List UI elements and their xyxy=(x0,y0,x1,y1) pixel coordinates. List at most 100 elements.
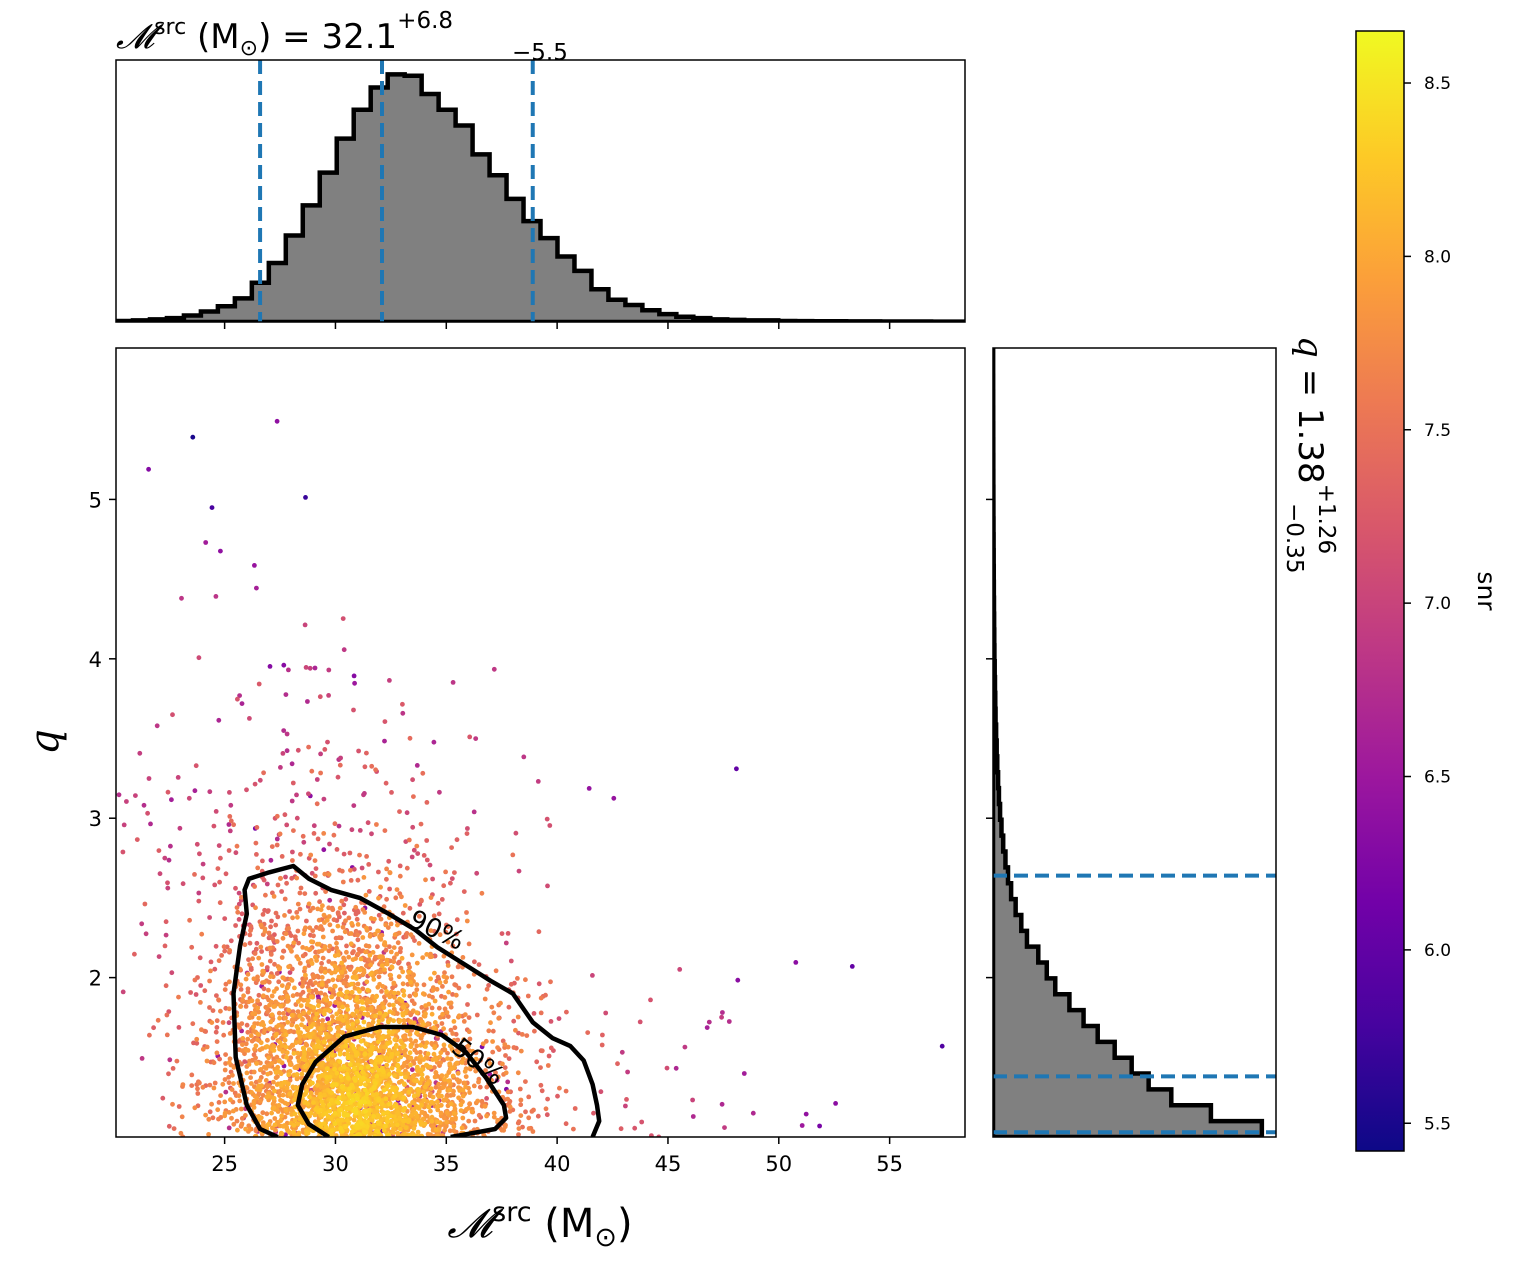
scatter-point xyxy=(374,1073,380,1079)
scatter-point xyxy=(508,958,514,964)
scatter-point xyxy=(194,1040,200,1046)
scatter-point xyxy=(321,1039,327,1045)
scatter-point xyxy=(197,1080,202,1086)
scatter-point xyxy=(213,809,219,814)
scatter-point xyxy=(523,977,528,983)
scatter-point xyxy=(278,1003,284,1009)
scatter-point xyxy=(336,935,342,941)
scatter-point xyxy=(396,930,402,936)
scatter-point xyxy=(321,847,327,853)
scatter-point xyxy=(264,965,270,970)
scatter-point xyxy=(360,1000,365,1005)
scatter-point xyxy=(412,1119,418,1125)
scatter-point xyxy=(347,967,353,972)
scatter-point xyxy=(442,970,447,976)
scatter-point xyxy=(414,982,420,987)
scatter-point xyxy=(319,1022,325,1028)
scatter-point xyxy=(372,916,377,922)
scatter-point xyxy=(448,1004,454,1010)
scatter-point xyxy=(166,857,172,863)
scatter-point xyxy=(334,940,339,946)
scatter-point xyxy=(319,961,324,966)
scatter-point xyxy=(438,1102,444,1108)
scatter-point xyxy=(419,1133,425,1137)
scatter-point xyxy=(479,1098,485,1104)
scatter-point xyxy=(368,1048,374,1054)
scatter-point xyxy=(306,1010,312,1015)
scatter-point xyxy=(422,1093,428,1099)
scatter-point xyxy=(451,1019,457,1024)
scatter-point xyxy=(448,880,453,886)
scatter-point xyxy=(383,947,389,953)
scatter-point xyxy=(391,1002,396,1008)
scatter-point xyxy=(229,1087,235,1092)
scatter-point xyxy=(543,992,548,998)
top-title: 𝓜src (M⊙) = 32.1+6.8 xyxy=(116,8,453,61)
scatter-point xyxy=(330,1081,336,1087)
scatter-point xyxy=(486,1057,492,1062)
scatter-point xyxy=(256,1015,262,1021)
scatter-point xyxy=(298,885,304,891)
scatter-point xyxy=(344,989,350,995)
scatter-point xyxy=(531,1011,537,1016)
scatter-point xyxy=(283,874,288,880)
scatter-point xyxy=(284,822,290,828)
scatter-point xyxy=(204,1058,210,1064)
scatter-point xyxy=(426,1104,432,1110)
scatter-point xyxy=(405,1071,411,1077)
scatter-point xyxy=(448,1101,454,1107)
scatter-point xyxy=(337,762,343,768)
scatter-point xyxy=(302,965,308,971)
scatter-point xyxy=(349,989,355,995)
scatter-point xyxy=(199,1027,204,1033)
scatter-point xyxy=(456,1013,462,1019)
scatter-point xyxy=(321,831,327,836)
scatter-point xyxy=(222,916,228,921)
scatter-point xyxy=(450,1073,456,1079)
scatter-point xyxy=(323,996,328,1001)
main-xtick-label: 30 xyxy=(322,1152,349,1176)
scatter-point xyxy=(218,855,223,861)
scatter-point xyxy=(163,919,169,925)
scatter-point xyxy=(252,884,257,889)
scatter-point xyxy=(437,1054,443,1060)
scatter-point xyxy=(453,992,459,998)
scatter-point xyxy=(277,831,283,837)
scatter-point xyxy=(406,1089,412,1095)
scatter-point xyxy=(216,958,222,964)
scatter-point xyxy=(304,1042,310,1048)
scatter-point xyxy=(423,877,428,883)
scatter-point xyxy=(165,880,170,886)
scatter-point xyxy=(419,1076,425,1082)
scatter-point xyxy=(433,1070,439,1075)
scatter-point xyxy=(351,803,357,808)
scatter-point xyxy=(261,986,267,992)
scatter-point xyxy=(373,994,379,1000)
scatter-point xyxy=(217,879,223,885)
scatter-point xyxy=(303,972,308,978)
scatter-point xyxy=(310,973,316,979)
scatter-point xyxy=(188,990,194,995)
scatter-point xyxy=(409,952,415,958)
scatter-point xyxy=(234,1118,240,1124)
scatter-point xyxy=(387,1009,393,1014)
scatter-point xyxy=(286,926,291,931)
scatter-point xyxy=(195,1091,201,1096)
scatter-point xyxy=(410,1100,415,1105)
scatter-point xyxy=(212,882,218,888)
scatter-point xyxy=(456,1095,461,1101)
scatter-point xyxy=(312,873,318,879)
scatter-point xyxy=(252,781,258,787)
scatter-point xyxy=(351,1117,357,1123)
scatter-point xyxy=(380,1001,385,1007)
scatter-point xyxy=(384,957,390,963)
scatter-point xyxy=(211,823,217,829)
scatter-point xyxy=(235,1127,240,1133)
scatter-point xyxy=(307,925,313,931)
scatter-point xyxy=(154,723,160,729)
scatter-point xyxy=(649,1133,654,1137)
scatter-point xyxy=(450,1031,456,1036)
scatter-point xyxy=(353,928,359,934)
scatter-point xyxy=(428,1091,433,1096)
